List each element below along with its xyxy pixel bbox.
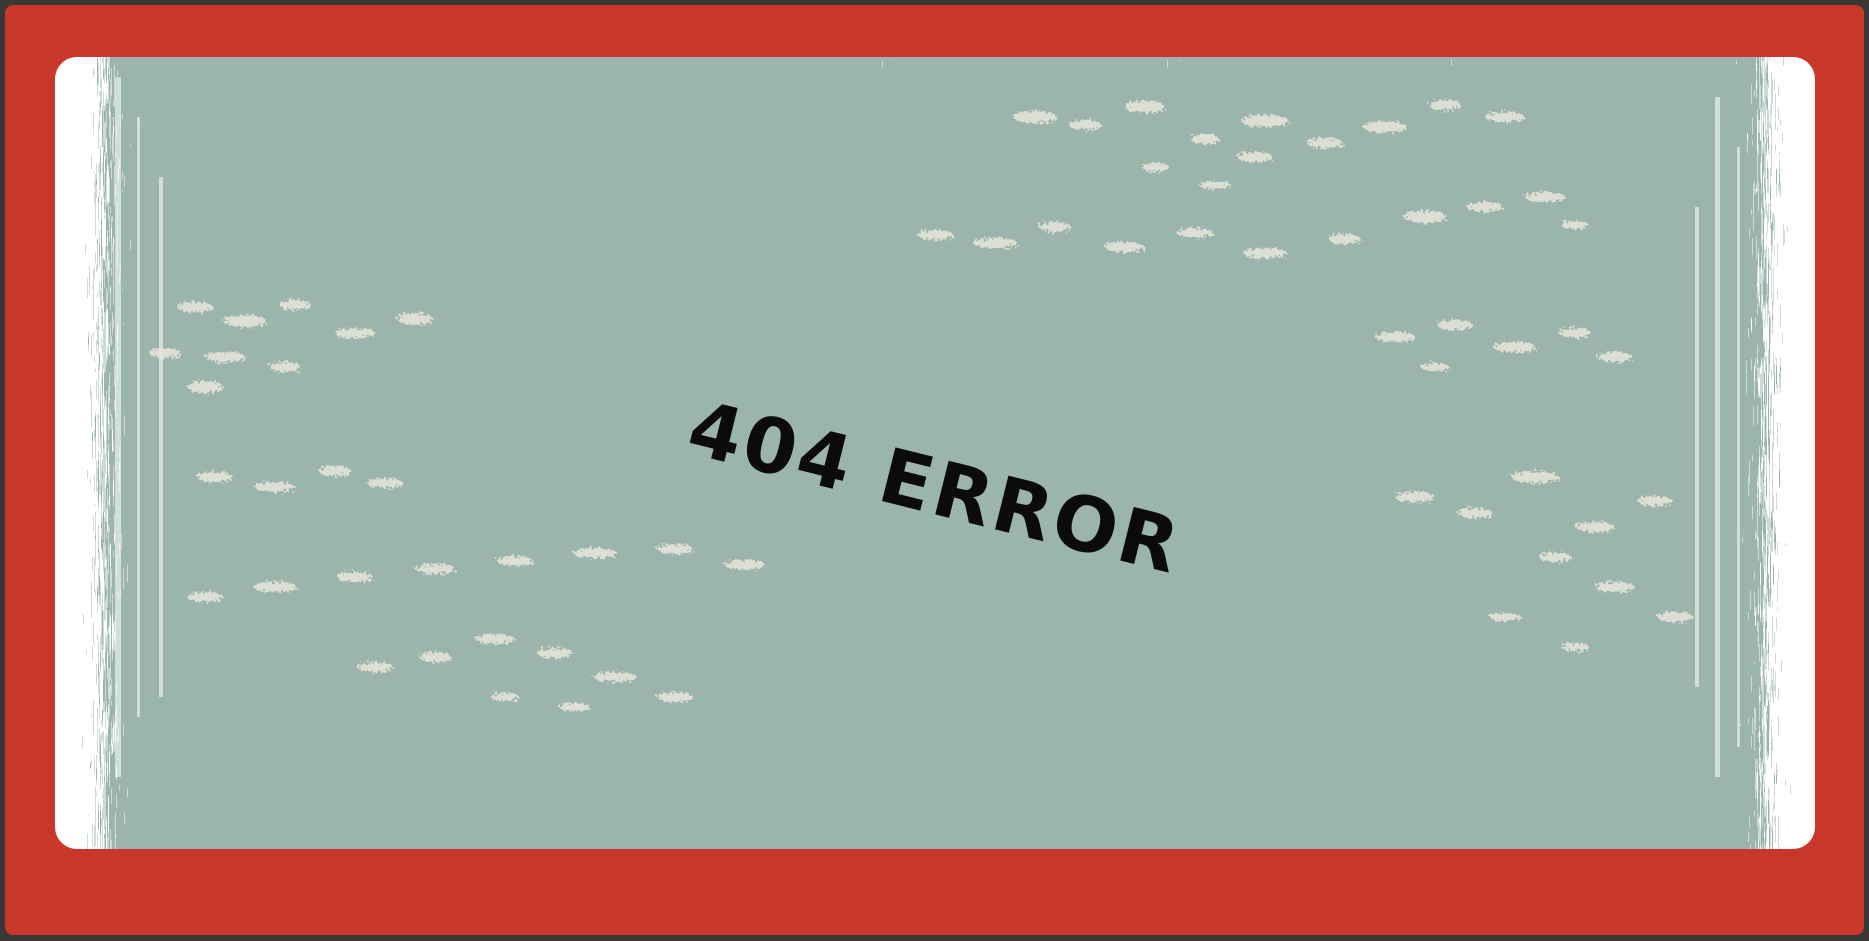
paint-area [105,57,1765,849]
error-card: 404 ERROR [55,57,1815,849]
grunge-paint-texture [105,57,1765,849]
error-frame: 404 ERROR [5,5,1864,935]
